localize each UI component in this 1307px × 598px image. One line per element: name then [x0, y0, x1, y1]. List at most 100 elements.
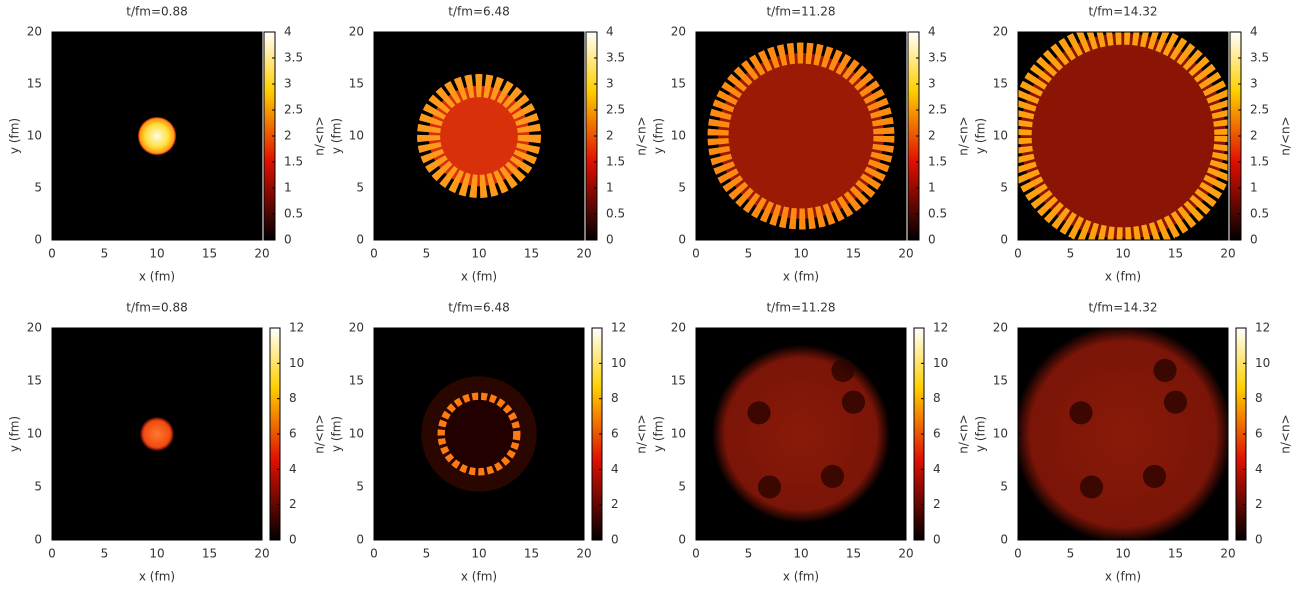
- y-axis-label: y (fm): [652, 118, 666, 154]
- x-axis-label: x (fm): [1105, 270, 1141, 284]
- colorbar-label: n/<n>: [957, 116, 971, 155]
- colorbar-tick-label: 0.5: [1250, 207, 1269, 221]
- colorbar-label: n/<n>: [1279, 116, 1293, 155]
- x-tick-label: 15: [846, 247, 861, 261]
- x-tick-label: 20: [1220, 547, 1235, 561]
- y-tick-label: 5: [678, 181, 686, 195]
- x-tick-label: 0: [692, 547, 700, 561]
- colorbar-tick-label: 4: [933, 462, 941, 476]
- colorbar-label: n/<n>: [635, 414, 649, 453]
- y-tick-label: 10: [671, 427, 686, 441]
- hot-spot: [140, 417, 174, 451]
- colorbar-tick-label: 10: [611, 356, 626, 370]
- void: [758, 475, 781, 498]
- y-axis-label: y (fm): [974, 118, 988, 154]
- x-tick-label: 5: [101, 247, 109, 261]
- y-tick-label: 15: [27, 374, 42, 388]
- colorbar-tick-label: 10: [1255, 356, 1270, 370]
- x-tick-label: 5: [101, 547, 109, 561]
- colorbar-tick-label: 1: [928, 181, 936, 195]
- x-tick-label: 5: [423, 247, 431, 261]
- void: [1080, 475, 1103, 498]
- colorbar-tick-label: 12: [289, 321, 304, 335]
- x-tick-label: 15: [846, 547, 861, 561]
- panel-title: t/fm=14.32: [1088, 5, 1157, 19]
- colorbar-label: n/<n>: [635, 116, 649, 155]
- x-tick-label: 20: [576, 247, 591, 261]
- colorbar-label: n/<n>: [313, 414, 327, 453]
- x-tick-label: 0: [1014, 247, 1022, 261]
- colorbar-tick-label: 4: [289, 462, 297, 476]
- colorbar-tick-label: 2.5: [284, 103, 303, 117]
- x-tick-label: 10: [471, 247, 486, 261]
- y-tick-label: 5: [356, 480, 364, 494]
- soft-disk: [1014, 325, 1232, 543]
- colorbar-tick-label: 3: [284, 77, 292, 91]
- x-tick-label: 20: [898, 247, 913, 261]
- heatmap: [52, 328, 262, 540]
- colorbar-tick-label: 2: [289, 497, 297, 511]
- colorbar-tick-label: 8: [289, 391, 297, 405]
- colorbar-tick-label: 0: [611, 533, 619, 547]
- y-tick-label: 0: [678, 233, 686, 247]
- y-tick-label: 0: [356, 533, 364, 547]
- colorbar-tick-label: 12: [611, 321, 626, 335]
- colorbar-tick-label: 8: [933, 391, 941, 405]
- y-axis-label: y (fm): [330, 118, 344, 154]
- x-axis-label: x (fm): [783, 270, 819, 284]
- colorbar-tick-label: 10: [289, 356, 304, 370]
- colorbar-tick-label: 0: [606, 233, 614, 247]
- heatmap: [696, 32, 906, 240]
- panel: t/fm=0.88x (fm)y (fm)0510152005101520024…: [8, 301, 327, 584]
- colorbar-tick-label: 2.5: [1250, 103, 1269, 117]
- colorbar-tick-label: 12: [933, 321, 948, 335]
- colorbar-tick-label: 1.5: [928, 155, 947, 169]
- y-axis-label: y (fm): [974, 416, 988, 452]
- y-tick-label: 15: [671, 374, 686, 388]
- colorbar-tick-label: 6: [611, 427, 619, 441]
- colorbar-tick-label: 2: [928, 129, 936, 143]
- x-tick-label: 10: [149, 547, 164, 561]
- x-tick-label: 20: [1220, 247, 1235, 261]
- y-tick-label: 20: [349, 25, 364, 39]
- hot-spot: [138, 117, 176, 155]
- colorbar-tick-label: 3.5: [606, 51, 625, 65]
- colorbar-tick-label: 3: [606, 77, 614, 91]
- colorbar-tick-label: 8: [1255, 391, 1263, 405]
- y-tick-label: 0: [34, 233, 42, 247]
- void: [747, 401, 770, 424]
- void: [1143, 465, 1166, 488]
- panel-title: t/fm=11.28: [766, 5, 835, 19]
- y-tick-label: 15: [349, 374, 364, 388]
- heatmap: [1018, 32, 1228, 240]
- y-axis-label: y (fm): [8, 118, 22, 154]
- colorbar-tick-label: 0: [1255, 533, 1263, 547]
- x-tick-label: 10: [1115, 547, 1130, 561]
- x-tick-label: 15: [1168, 247, 1183, 261]
- colorbar-tick-label: 0: [933, 533, 941, 547]
- x-tick-label: 5: [423, 547, 431, 561]
- colorbar-tick-label: 3.5: [284, 51, 303, 65]
- x-tick-label: 15: [524, 547, 539, 561]
- colorbar-tick-label: 4: [284, 25, 292, 39]
- colorbar-tick-label: 2.5: [606, 103, 625, 117]
- colorbar-label: n/<n>: [313, 116, 327, 155]
- x-axis-label: x (fm): [461, 570, 497, 584]
- colorbar-tick-label: 1.5: [284, 155, 303, 169]
- x-tick-label: 15: [202, 247, 217, 261]
- y-tick-label: 5: [356, 181, 364, 195]
- x-tick-label: 0: [48, 247, 56, 261]
- x-axis-label: x (fm): [139, 270, 175, 284]
- colorbar-tick-label: 0: [928, 233, 936, 247]
- y-axis-label: y (fm): [330, 416, 344, 452]
- colorbar-tick-label: 6: [1255, 427, 1263, 441]
- y-tick-label: 10: [27, 129, 42, 143]
- y-axis-label: y (fm): [652, 416, 666, 452]
- ring-fill: [1020, 33, 1226, 239]
- colorbar-tick-label: 2: [1255, 497, 1263, 511]
- panel-title: t/fm=0.88: [126, 5, 187, 19]
- y-tick-label: 15: [349, 77, 364, 91]
